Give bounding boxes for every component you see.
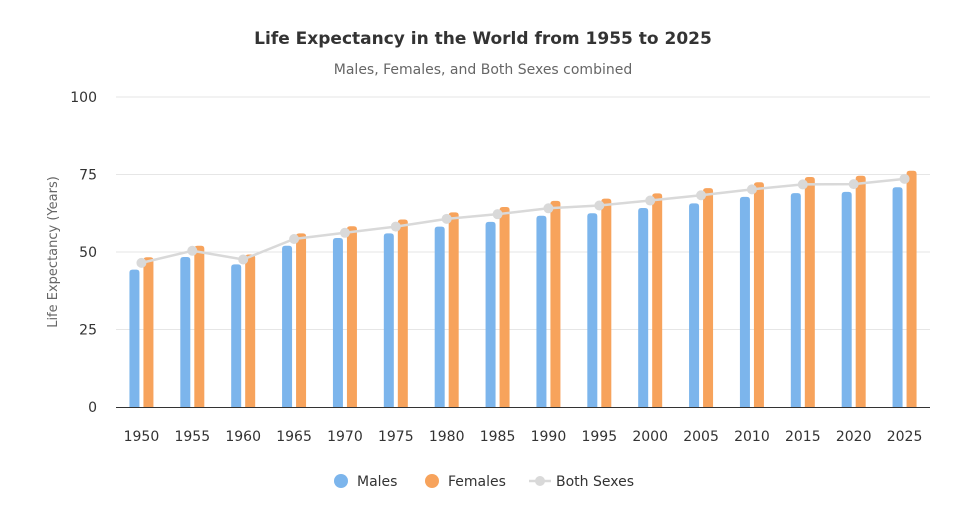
line-point[interactable] xyxy=(543,203,554,214)
bar-females[interactable] xyxy=(346,226,357,407)
line-point[interactable] xyxy=(645,195,656,206)
line-point[interactable] xyxy=(339,227,350,238)
y-tick-label: 50 xyxy=(79,245,97,261)
x-tick-label: 1950 xyxy=(124,429,160,445)
bar-females[interactable] xyxy=(448,212,459,407)
y-tick-label: 25 xyxy=(79,323,97,339)
line-series xyxy=(136,173,910,268)
bar-females[interactable] xyxy=(194,245,205,407)
x-tick-label: 2020 xyxy=(836,429,872,445)
x-tick-label: 2015 xyxy=(785,429,821,445)
line-point[interactable] xyxy=(441,213,452,224)
line-point[interactable] xyxy=(696,190,707,201)
y-tick-label: 0 xyxy=(88,400,97,416)
x-axis: 1950 1955 1960 1965 1970 1975 1980 1985 1990 1995… xyxy=(116,407,930,445)
bar-females[interactable] xyxy=(906,170,917,407)
legend-item-females[interactable]: Females xyxy=(425,474,506,490)
line-point[interactable] xyxy=(746,184,757,195)
line-point[interactable] xyxy=(238,254,249,265)
line-point[interactable] xyxy=(187,245,198,256)
bar-females[interactable] xyxy=(703,188,714,407)
bar-males[interactable] xyxy=(841,191,852,407)
chart-subtitle: Males, Females, and Both Sexes combined xyxy=(334,62,632,78)
bar-females[interactable] xyxy=(753,182,764,407)
x-tick-label: 1990 xyxy=(531,429,567,445)
y-axis-label: Life Expectancy (Years) xyxy=(46,176,61,328)
bar-males[interactable] xyxy=(536,215,547,407)
bar-males[interactable] xyxy=(790,193,801,407)
bar-males[interactable] xyxy=(638,207,649,407)
line-point[interactable] xyxy=(390,221,401,232)
x-tick-label: 1995 xyxy=(581,429,617,445)
legend-marker xyxy=(334,474,348,488)
y-tick-label: 75 xyxy=(79,168,97,184)
bar-females[interactable] xyxy=(804,176,815,407)
line-point[interactable] xyxy=(899,173,910,184)
line-point[interactable] xyxy=(797,179,808,190)
bar-females[interactable] xyxy=(652,193,663,407)
bar-females[interactable] xyxy=(499,207,510,407)
bar-males[interactable] xyxy=(485,221,496,407)
x-tick-label: 1985 xyxy=(480,429,516,445)
x-tick-label: 2005 xyxy=(683,429,719,445)
chart-title: Life Expectancy in the World from 1955 t… xyxy=(254,29,712,49)
bar-females[interactable] xyxy=(550,200,561,407)
bar-females[interactable] xyxy=(397,219,408,407)
legend-label: Both Sexes xyxy=(556,474,634,490)
x-tick-label: 2010 xyxy=(734,429,770,445)
line-point[interactable] xyxy=(492,209,503,220)
legend-marker xyxy=(535,476,545,486)
bar-males[interactable] xyxy=(383,233,394,407)
bar-males[interactable] xyxy=(332,238,343,407)
x-tick-label: 1970 xyxy=(327,429,363,445)
line-both-sexes xyxy=(141,177,905,265)
x-tick-label: 2025 xyxy=(887,429,923,445)
bar-series xyxy=(129,170,917,407)
legend-label: Females xyxy=(448,474,506,490)
legend-item-both-sexes[interactable]: Both Sexes xyxy=(529,474,634,490)
bar-males[interactable] xyxy=(180,256,191,407)
line-point[interactable] xyxy=(848,179,859,190)
bar-males[interactable] xyxy=(587,213,598,407)
legend[interactable]: Males Females Both Sexes xyxy=(334,474,634,490)
line-point[interactable] xyxy=(594,200,605,211)
bar-males[interactable] xyxy=(282,245,293,407)
bar-males[interactable] xyxy=(739,196,750,407)
bar-males[interactable] xyxy=(129,269,140,407)
bar-females[interactable] xyxy=(143,257,154,407)
bar-females[interactable] xyxy=(245,254,256,407)
line-point[interactable] xyxy=(289,233,300,244)
y-tick-label: 100 xyxy=(70,90,97,106)
y-axis-ticks: 0 25 50 75 100 xyxy=(70,90,97,416)
x-tick-label: 1965 xyxy=(276,429,312,445)
bar-males[interactable] xyxy=(892,187,903,407)
bar-females[interactable] xyxy=(855,175,866,407)
bar-males[interactable] xyxy=(689,203,700,407)
x-tick-label: 1980 xyxy=(429,429,465,445)
line-point[interactable] xyxy=(136,257,147,268)
legend-label: Males xyxy=(357,474,397,490)
legend-marker xyxy=(425,474,439,488)
x-tick-label: 2000 xyxy=(632,429,668,445)
legend-item-males[interactable]: Males xyxy=(334,474,397,490)
x-tick-label: 1975 xyxy=(378,429,414,445)
x-tick-label: 1955 xyxy=(174,429,210,445)
bar-females[interactable] xyxy=(601,198,612,407)
bar-males[interactable] xyxy=(231,264,242,407)
bar-males[interactable] xyxy=(434,226,445,407)
x-tick-label: 1960 xyxy=(225,429,261,445)
bar-females[interactable] xyxy=(296,233,307,407)
